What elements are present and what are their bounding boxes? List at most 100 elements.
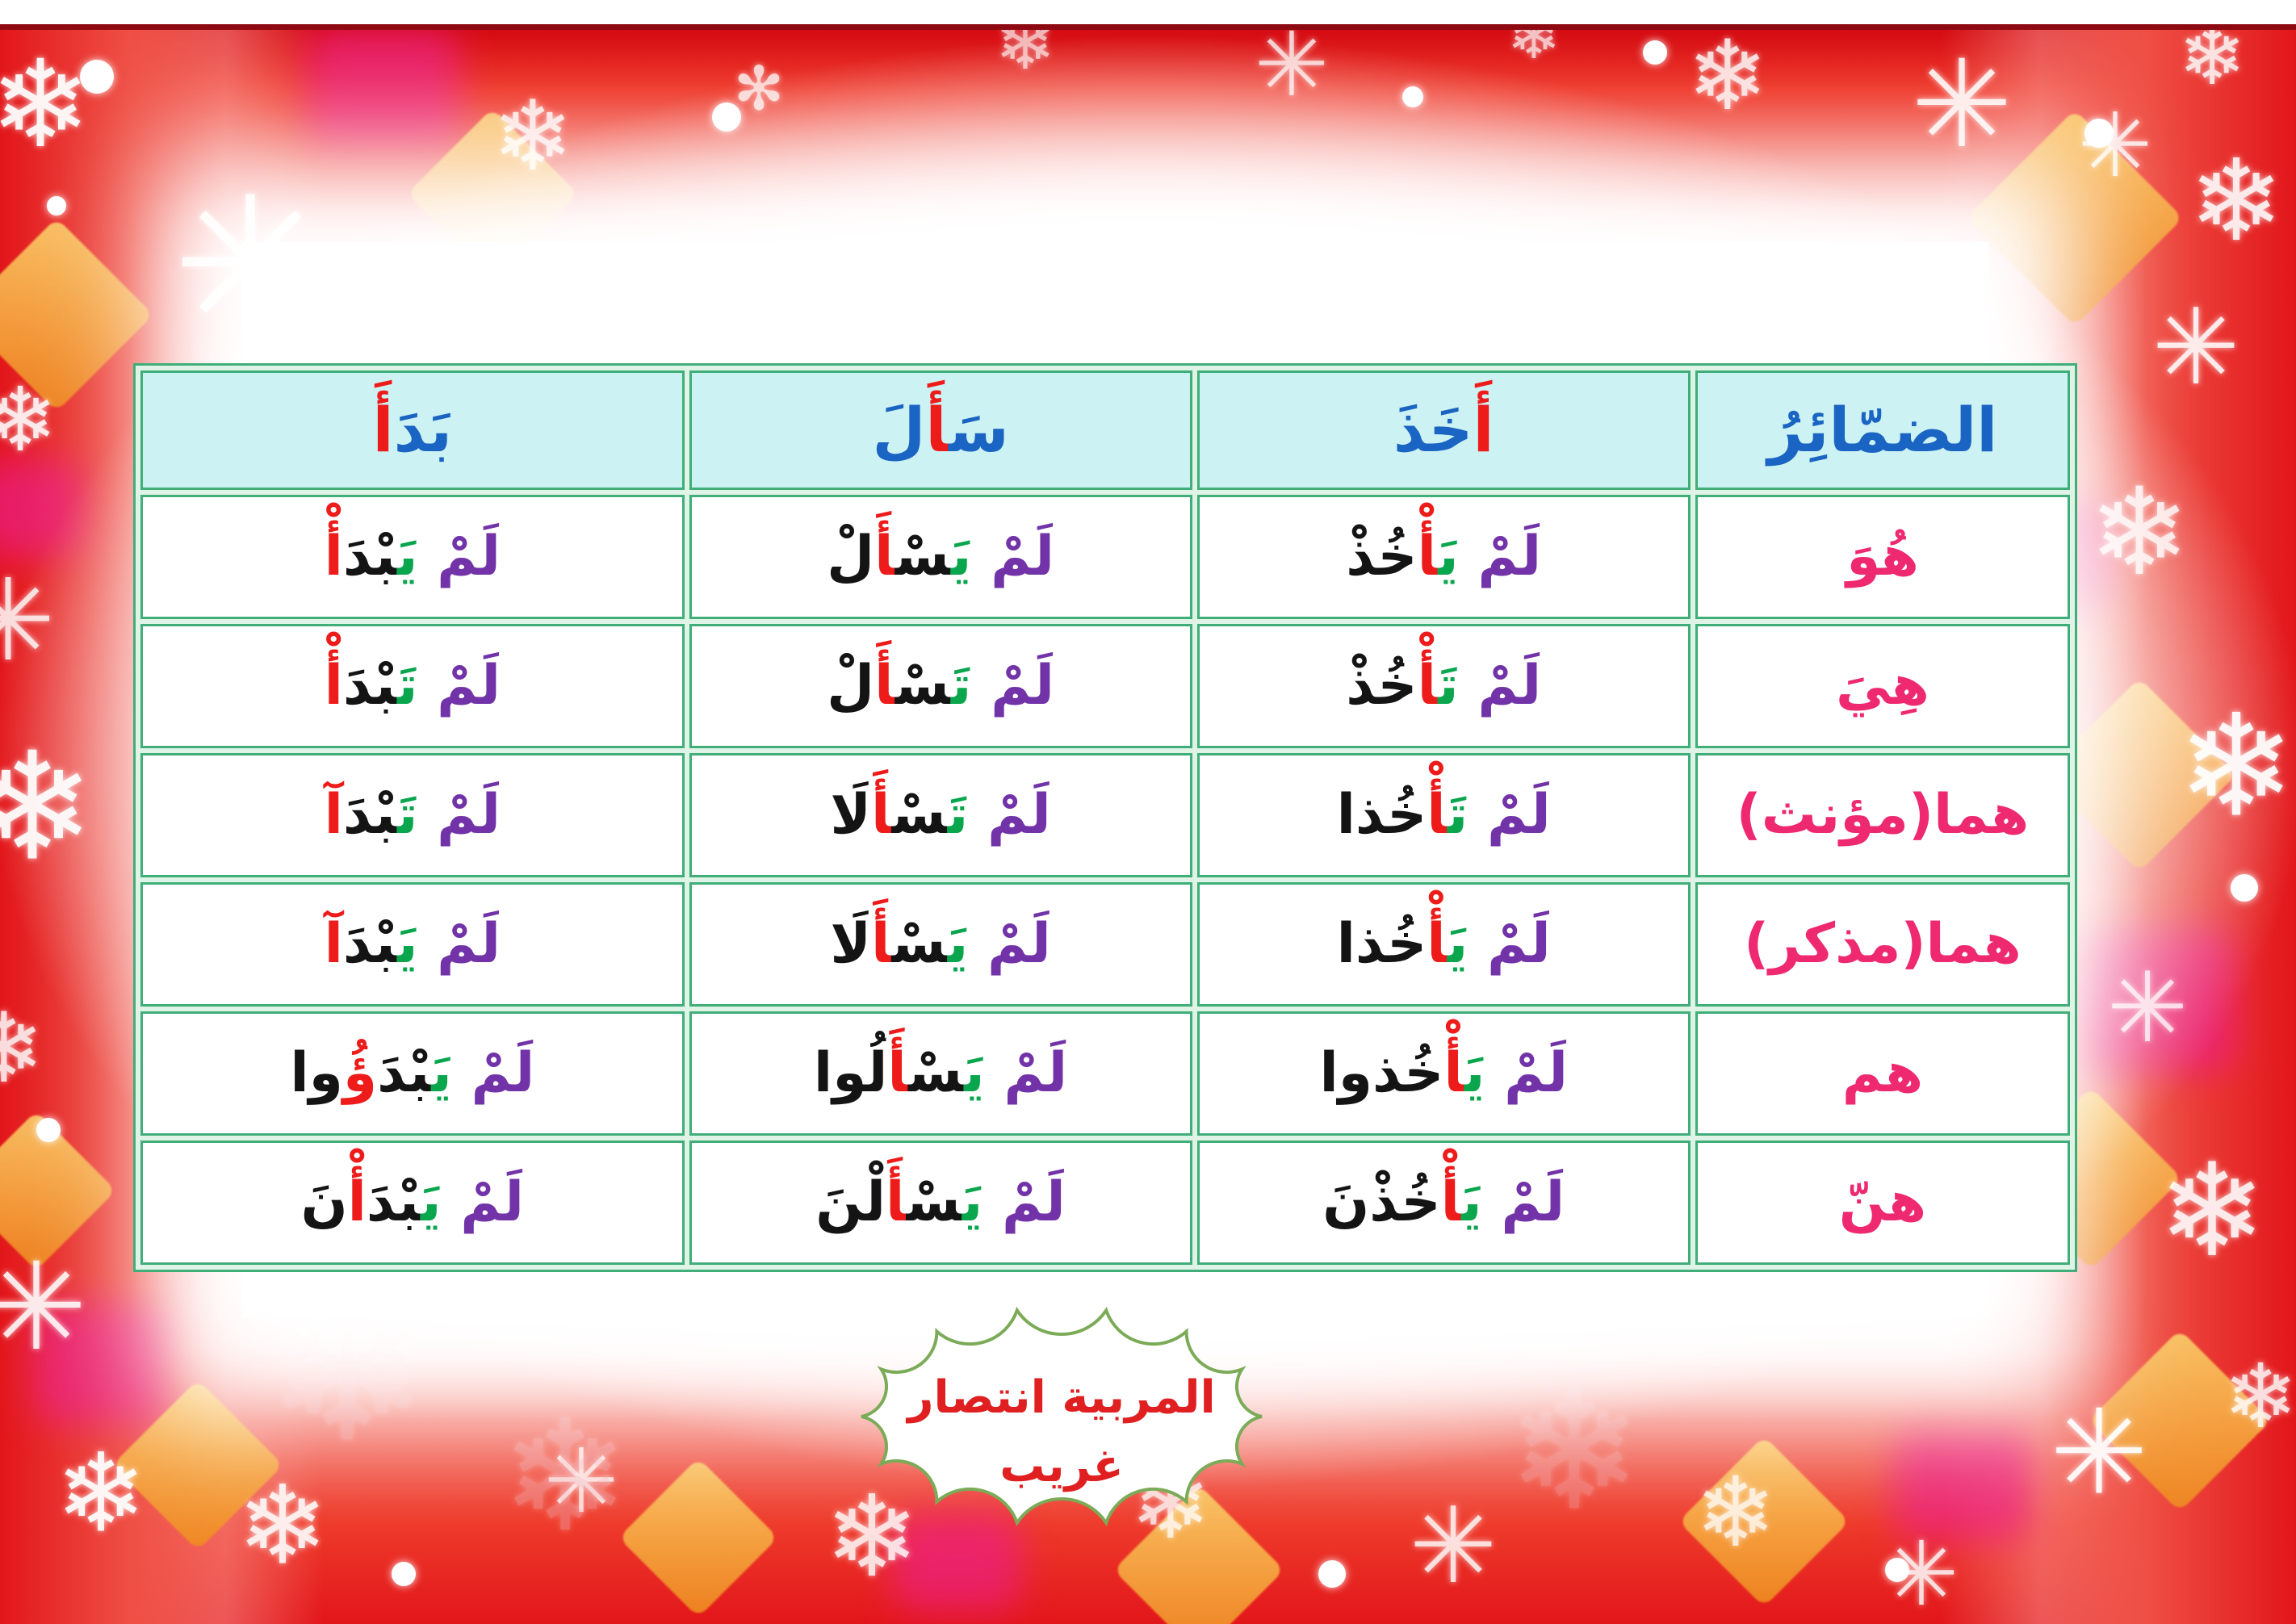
pronoun-cell: هما(مؤنث) [1695,753,2070,877]
text-segment-red: أْ [347,1170,367,1235]
text-segment-pink: هنّ [1838,1170,1927,1235]
verb-cell: لَمْ تَ‍‍أْخُذا [1196,753,1691,877]
text-segment-purple: لَمْ [451,1041,535,1106]
magenta-patch [307,28,460,149]
text-segment-pink: هُوَ [1846,525,1919,589]
conjugation-table: الضمّائِرُ أَخَذَ سَ‍‍أَلَ بَدَأَ هُوَ لَمْ … [133,363,2077,1272]
header-verb-2: سَ‍‍أَلَ [689,370,1192,490]
text-segment-red: أْ [324,525,343,589]
snowflake-icon: ✳ [1254,13,1330,116]
text-segment-black: ‍سْ‍ [906,1170,962,1235]
text-segment-red: ‍أَ [887,1041,908,1106]
snowflake-icon: ✳ [0,1237,87,1378]
verb-cell: لَمْ يَ‍‍أْخُذوا [1196,1011,1691,1136]
verb-cell: لَمْ يَ‍‍بْدَأْ [140,495,685,619]
text-segment-purple: لَمْ [983,1170,1066,1235]
pronoun-cell: هُوَ [1695,495,2070,619]
text-segment-purple: لَمْ [417,783,501,848]
text-segment-black: ‍بْدَ [342,525,397,589]
text-segment-black: ‍سْ‍ [895,525,951,589]
table-header-row: الضمّائِرُ أَخَذَ سَ‍‍أَلَ بَدَأَ [140,370,2070,490]
header-pronouns: الضمّائِرُ [1695,370,2070,490]
verb-cell: لَمْ تَ‍‍أْخُذْ [1196,624,1691,748]
verb-cell: لَمْ يَ‍‍سْ‍‍أَلَا [689,882,1192,1007]
snowflake-icon: ✳ [172,158,329,374]
text-segment-purple: لَمْ [1485,1041,1568,1106]
text-segment-green: تَ‍ [396,783,418,848]
text-segment-black: خُذا [1336,783,1427,848]
snowflake-icon: ❄ [2157,1135,2267,1286]
text-segment-black: لْ [827,654,875,718]
text-segment-purple: لَمْ [968,783,1051,848]
text-segment-red: ‍أَ [886,1170,907,1235]
text-segment-red: ‍أْ [1417,654,1439,718]
snowflake-icon: ✳ [1911,35,2013,175]
header-verb-3: بَدَأَ [140,370,685,490]
text-segment-blue: خَذَ [1393,394,1473,467]
text-segment-pink: هما(مؤنث) [1736,783,2030,848]
text-segment-purple: لَمْ [971,654,1054,718]
verb-cell: لَمْ يَ‍‍سْ‍‍أَلُوا [689,1011,1192,1136]
text-segment-red: آ [324,783,343,848]
snowflake-icon: ✳ [2106,952,2189,1065]
text-segment-purple: لَمْ [417,912,501,977]
text-segment-black: ‍سْ‍ [891,912,948,977]
snowflake-icon: ❄ [0,35,91,175]
text-segment-red: ‍أْ [1417,525,1439,589]
text-segment-purple: لَمْ [971,525,1054,589]
top-dark-red-line [0,24,2296,30]
text-segment-red: ‍أْ [1443,1041,1464,1106]
text-segment-purple: لَمْ [1468,912,1551,977]
magenta-patch [0,460,85,557]
text-segment-green: يَ‍ [947,912,969,977]
snowflake-icon: ❄ [1686,20,1769,132]
verb-cell: لَمْ يَ‍‍سْ‍‍أَلْ [689,495,1192,619]
text-segment-black: لْ [827,525,875,589]
cloud-text-line1: المربية انتصار [905,1371,1215,1424]
snow-dot [712,103,741,132]
pronoun-cell: هنّ [1695,1141,2070,1265]
text-segment-red: ‍أَ [870,783,892,848]
text-segment-green: تَ‍ [950,654,972,718]
pronoun-cell: هم [1695,1011,2070,1136]
text-segment-red: ؤُ [342,1041,378,1106]
text-segment-red: ‍أَ [874,525,895,589]
snowflake-icon: ❄ [501,1388,630,1566]
text-segment-red: آ [324,912,343,977]
snow-dot [1885,1558,1909,1582]
snowflake-icon: ❄ [0,993,45,1105]
text-segment-green: يَ‍ [1438,525,1459,589]
text-segment-red: ‍أَ [874,654,895,718]
text-segment-black: وا [290,1041,343,1106]
snowflake-icon: ❄ [0,719,95,894]
text-segment-black: لْنَ [815,1170,886,1235]
text-segment-black: خُذْ [1346,654,1418,718]
snowflake-icon: ❄ [0,368,58,471]
cloud-text-line2: غريب [999,1440,1123,1492]
snowflake-icon: ✳ [2050,1384,2148,1521]
snow-dot [1318,1560,1346,1588]
text-segment-green: يَ‍ [964,1041,985,1106]
text-segment-purple: لَمْ [417,654,501,718]
text-segment-black: ‍سْ‍ [895,654,951,718]
snow-dot [392,1562,416,1586]
text-segment-pink: هما(مذكر) [1744,912,2022,977]
verb-cell: لَمْ تَ‍‍بْدَآ [140,753,685,877]
text-segment-black: لَا [830,783,871,848]
snowflake-icon: ❄ [492,81,574,193]
text-segment-pink: هم [1841,1041,1924,1106]
text-segment-red: ‍أَ [870,912,892,977]
snowflake-icon: ❄ [1695,1457,1777,1569]
table-row: هنّ لَمْ يَ‍‍أْخُذْنَ لَمْ يَ‍‍سْ‍‍أَلْنَ ل… [140,1141,2070,1265]
text-segment-green: تَ‍ [947,783,969,848]
verb-cell: لَمْ يَ‍‍سْ‍‍أَلْنَ [689,1141,1192,1265]
text-segment-black: ‍بْدَ [377,1041,432,1106]
snow-dot [2084,119,2114,148]
verb-cell: لَمْ تَ‍‍سْ‍‍أَلْ [689,624,1192,748]
text-segment-red: أَ [1473,394,1494,467]
text-segment-green: تَ‍ [1438,654,1459,718]
verb-cell: لَمْ يَ‍‍أْخُذْنَ [1196,1141,1691,1265]
table-row: هم لَمْ يَ‍‍أْخُذوا لَمْ يَ‍‍سْ‍‍أَلُوا لَم… [140,1011,2070,1136]
text-segment-red: أْ [324,654,343,718]
text-segment-green: يَ‍ [1464,1041,1485,1106]
